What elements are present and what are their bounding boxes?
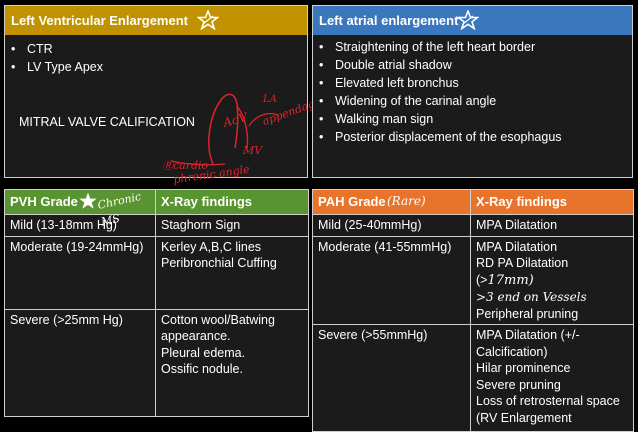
lve-panel: Left Ventricular Enlargement CTR LV Type… [4, 5, 323, 186]
pah-grade: Severe (>55mmHg) [312, 324, 471, 432]
lve-bullets: CTR LV Type Apex [7, 40, 103, 76]
table-row: Mild (13-18mm Hg) Staghorn Sign [4, 214, 309, 237]
pvh-grade-header-label: PVH Grade [10, 193, 78, 209]
lve-title: Left Ventricular Enlargement [11, 13, 188, 28]
mitral-note: MITRAL VALVE CALIFICATION [19, 115, 195, 129]
table-row: Moderate (41-55mmHg) MPA Dilatation RD P… [312, 235, 634, 325]
lae-title: Left atrial enlargement [319, 13, 459, 28]
finding-line: Calcification) [476, 344, 548, 359]
finding-line: (RV Enlargement [476, 410, 572, 425]
finding-line: Ossific nodule. [161, 362, 243, 376]
pah-grade-header-label: PAH Grade [318, 193, 386, 209]
list-item: LV Type Apex [7, 58, 103, 76]
pvh-finding: Kerley A,B,C lines Peribronchial Cuffing [155, 235, 309, 310]
pah-finding: MPA Dilatation [470, 214, 634, 237]
finding-line: Peripheral pruning [476, 306, 579, 321]
table-row: Moderate (19-24mmHg) Kerley A,B,C lines … [4, 235, 309, 310]
heart-sketch [170, 93, 280, 166]
pah-finding: MPA Dilatation RD PA Dilatation (>17mm) … [470, 235, 634, 325]
list-item: Double atrial shadow [315, 56, 562, 74]
pvh-grade-header: PVH Grade Chronic MS [4, 189, 156, 228]
finding-line: RD PA Dilatation (>17mm) [476, 255, 628, 289]
finding-line: Cotton wool/Batwing [161, 312, 275, 327]
pah-grade: Mild (25-40mmHg) [312, 214, 471, 237]
star-icon [197, 10, 219, 30]
handwritten-note: 17mm) [487, 272, 534, 288]
list-item: Elevated left bronchus [315, 74, 562, 92]
list-item: Posterior displacement of the esophagus [315, 128, 562, 146]
finding-line: Kerley A,B,C lines [161, 239, 262, 254]
annotation-mv: MV [243, 144, 263, 157]
handwritten-note: >3 end on Vessels [476, 290, 587, 304]
finding-line: Peribronchial Cuffing [161, 256, 277, 270]
finding-line: Severe pruning [476, 377, 561, 392]
lae-header: Left atrial enlargement [313, 6, 632, 35]
star-icon [79, 193, 97, 209]
pvh-table: PVH Grade Chronic MS X-Ray findings Mild… [4, 189, 309, 417]
pvh-grade: Mild (13-18mm Hg) [4, 214, 156, 237]
pah-grade-header: PAH Grade (Rare) [312, 189, 471, 215]
finding-line: Pleural edema. [161, 345, 246, 360]
star-icon [457, 10, 479, 30]
lve-header: Left Ventricular Enlargement [5, 6, 307, 35]
finding-line: Staghorn Sign [161, 218, 241, 232]
finding-line: MPA Dilatation [476, 218, 558, 232]
table-row: Severe (>55mmHg) MPA Dilatation (+/- Cal… [312, 324, 634, 432]
pvh-finding: Cotton wool/Batwing appearance. Pleural … [155, 308, 309, 417]
finding-line: MPA Dilatation [476, 239, 558, 254]
lae-bullets: Straightening of the left heart border D… [315, 38, 562, 146]
table-row: Mild (25-40mmHg) MPA Dilatation [312, 214, 634, 237]
table-row: Severe (>25mm Hg) Cotton wool/Batwing ap… [4, 308, 309, 417]
pvh-grade: Moderate (19-24mmHg) [4, 235, 156, 310]
pvh-findings-header: X-Ray findings [155, 189, 309, 215]
rare-note: (Rare) [387, 194, 426, 208]
pvh-finding: Staghorn Sign [155, 214, 309, 237]
list-item: CTR [7, 40, 103, 58]
lae-panel: Left atrial enlargement Straightening of… [312, 5, 633, 178]
list-item: Walking man sign [315, 110, 562, 128]
annotation-la: LA [263, 94, 277, 105]
pah-grade: Moderate (41-55mmHg) [312, 235, 471, 325]
finding-line: Loss of retrosternal space [476, 394, 620, 408]
list-item: Widening of the carinal angle [315, 92, 562, 110]
finding-line: appearance. [161, 329, 231, 343]
finding-line: MPA Dilatation (+/- [476, 328, 580, 342]
pah-findings-header: X-Ray findings [470, 189, 634, 215]
annotation-cardio: Ⓡcardio [162, 159, 209, 172]
pah-finding: MPA Dilatation (+/- Calcification) Hilar… [470, 324, 634, 432]
pvh-grade: Severe (>25mm Hg) [4, 308, 156, 417]
finding-line: Hilar prominence [476, 361, 571, 375]
list-item: Straightening of the left heart border [315, 38, 562, 56]
pah-table: PAH Grade (Rare) X-Ray findings Mild (25… [312, 189, 634, 432]
finding-text: RD PA Dilatation (> [476, 256, 569, 287]
